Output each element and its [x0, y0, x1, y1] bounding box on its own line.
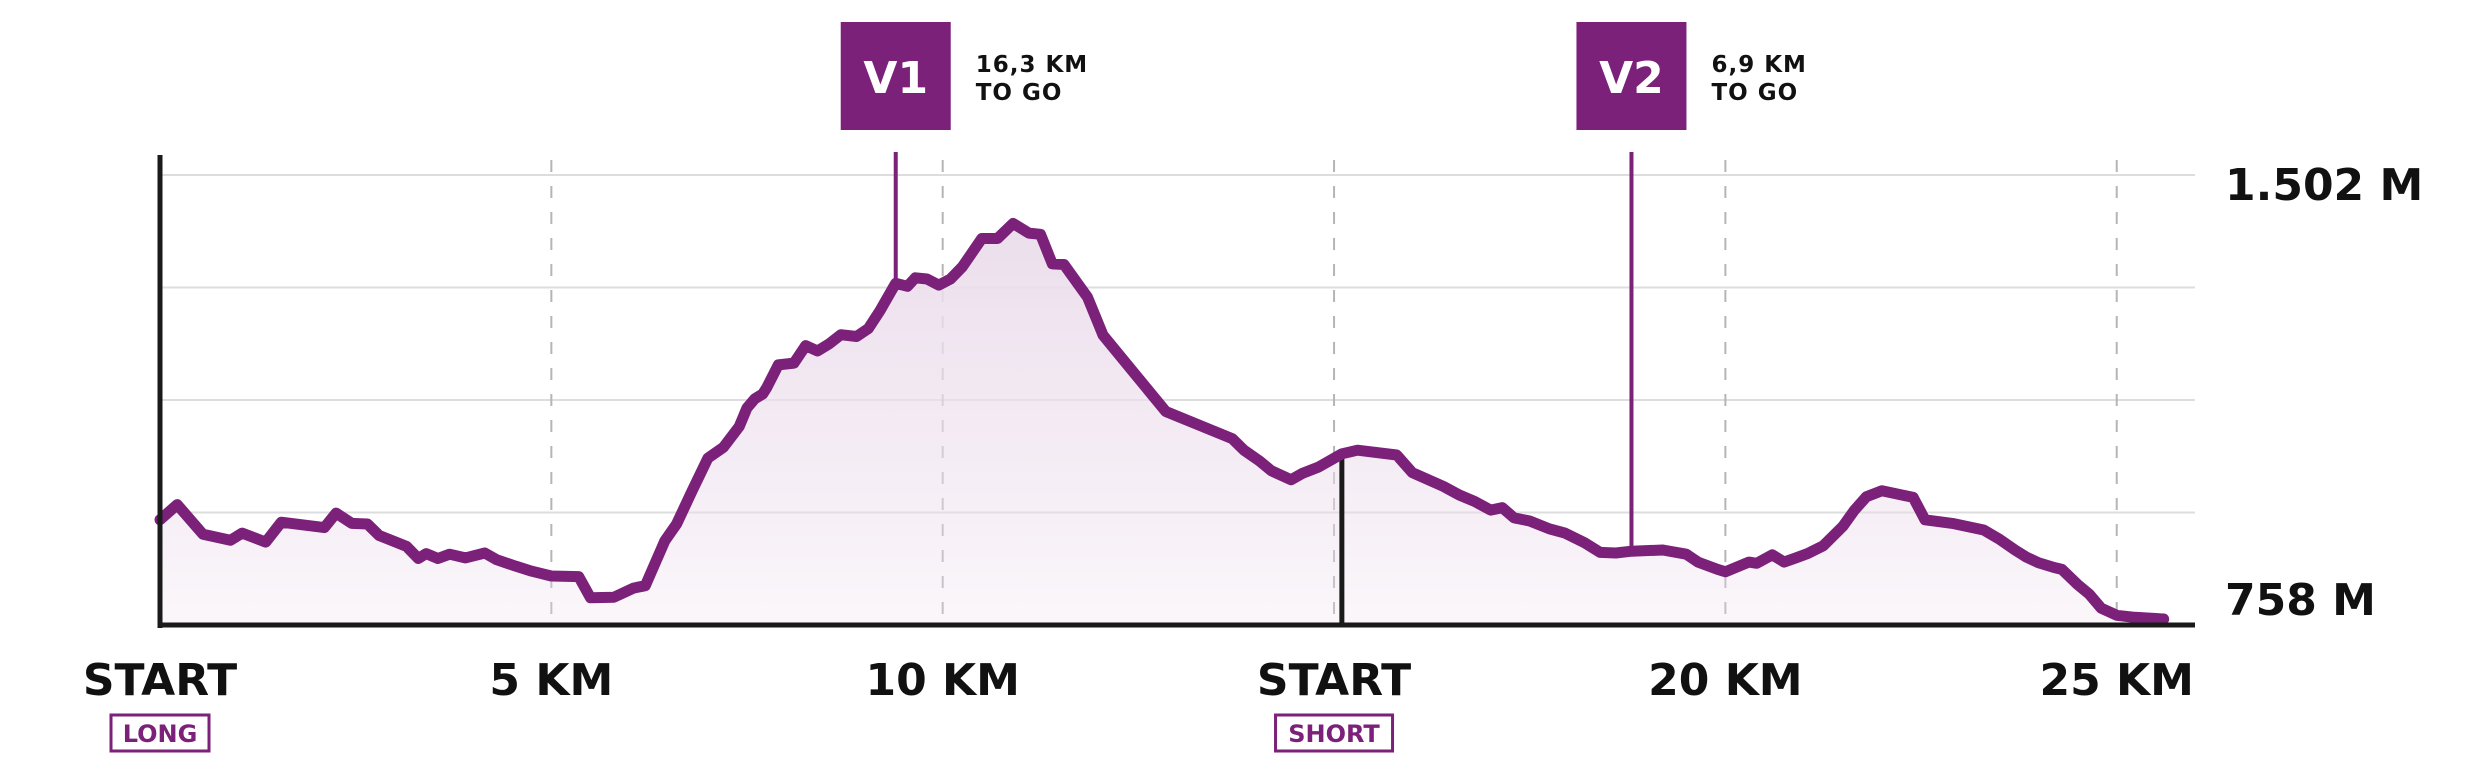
- x-tick-label: 25 KM: [2040, 655, 2194, 706]
- y-label-min: 758 M: [2225, 575, 2376, 626]
- elevation-line: [154, 217, 2170, 625]
- station-code: V2: [1599, 53, 1664, 104]
- y-axis-labels: 1.502 M 758 M: [2225, 160, 2423, 626]
- x-tick-label: 20 KM: [1648, 655, 1802, 706]
- elevation-area: [160, 223, 2164, 625]
- axes: [157, 155, 2195, 628]
- course-tag-box: [109, 713, 211, 753]
- station-lines: [893, 152, 1634, 552]
- x-tick-label: 10 KM: [865, 655, 1019, 706]
- station-to-go: TO GO: [976, 80, 1063, 106]
- station-distance: 6,9 KM: [1711, 52, 1806, 78]
- course-tag-short: SHORT: [1288, 720, 1380, 748]
- x-tick-label: START: [1257, 655, 1411, 706]
- x-tick-label: 5 KM: [489, 655, 613, 706]
- elevation-fill: [160, 223, 2164, 625]
- station-badge-v2: [1576, 22, 1687, 130]
- station-code: V1: [863, 53, 928, 104]
- x-tick-label: START: [83, 655, 237, 706]
- station-to-go: TO GO: [1711, 80, 1798, 106]
- station-distance: 16,3 KM: [976, 52, 1088, 78]
- course-tag-long: LONG: [123, 720, 198, 748]
- y-label-max: 1.502 M: [2225, 160, 2423, 211]
- x-axis-labels: START LONG 5 KM 10 KM START SHORT 20 KM 25 KM: [83, 655, 2194, 753]
- elevation-line-group: [154, 217, 2170, 625]
- station-badge-v1: [840, 22, 951, 130]
- course-tag-box: [1274, 713, 1395, 753]
